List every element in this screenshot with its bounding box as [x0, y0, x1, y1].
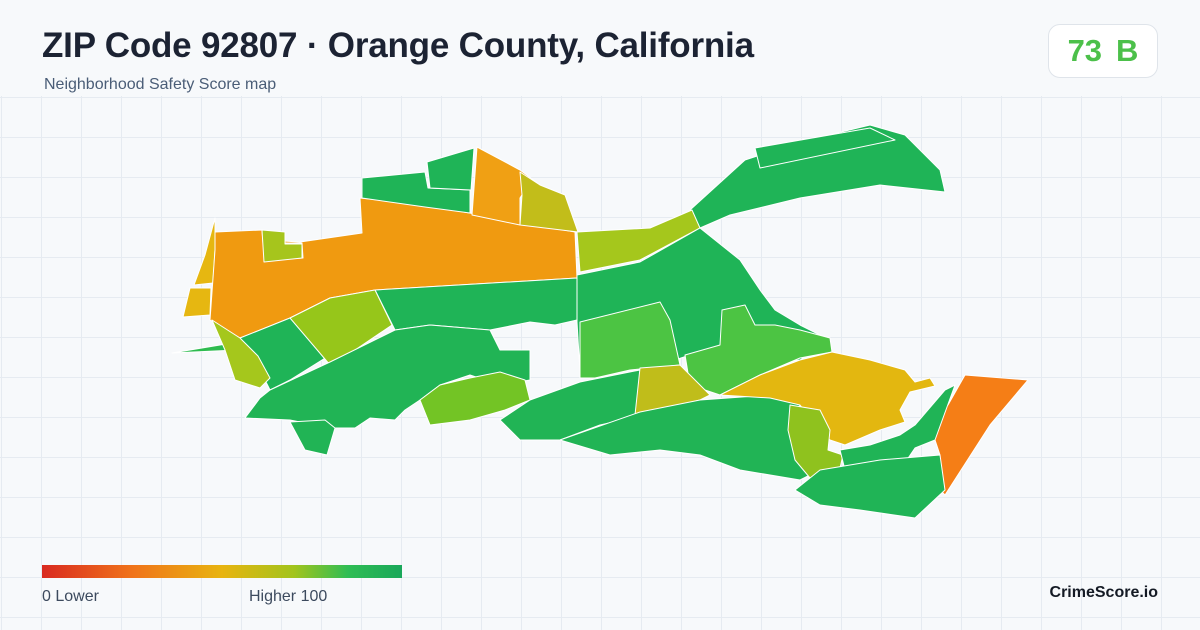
header-band — [0, 0, 1200, 96]
neighborhood-se-yellowgreen[interactable] — [787, 404, 844, 479]
neighborhood-north-tract-2[interactable] — [426, 147, 475, 191]
neighborhood-small-notch[interactable] — [261, 229, 303, 263]
neighborhood-north-central-yellow[interactable] — [519, 171, 579, 233]
safety-score-badge: 73 B — [1048, 24, 1158, 78]
score-value: 73 — [1067, 33, 1103, 68]
legend-low-label: 0 Lower — [42, 588, 99, 605]
neighborhood-east-tip[interactable] — [754, 127, 896, 169]
neighborhood-south-strip[interactable] — [794, 454, 946, 519]
neighborhood-nw-sliver-1[interactable] — [193, 217, 216, 286]
neighborhood-west-lower[interactable] — [211, 319, 271, 389]
legend-gradient-bar — [42, 565, 402, 578]
page-subtitle: Neighborhood Safety Score map — [44, 76, 277, 93]
legend-high-label: Higher 100 — [249, 588, 328, 605]
neighborhood-south-lime[interactable] — [419, 371, 531, 426]
brand-label: CrimeScore.io — [1049, 584, 1158, 601]
neighborhood-bottom-island[interactable] — [289, 419, 336, 456]
neighborhood-nw-sliver-2[interactable] — [182, 287, 212, 318]
score-grade: B — [1116, 33, 1139, 68]
neighborhood-north-tract-1[interactable] — [361, 171, 471, 214]
page-title: ZIP Code 92807 · Orange County, Californ… — [42, 26, 754, 65]
